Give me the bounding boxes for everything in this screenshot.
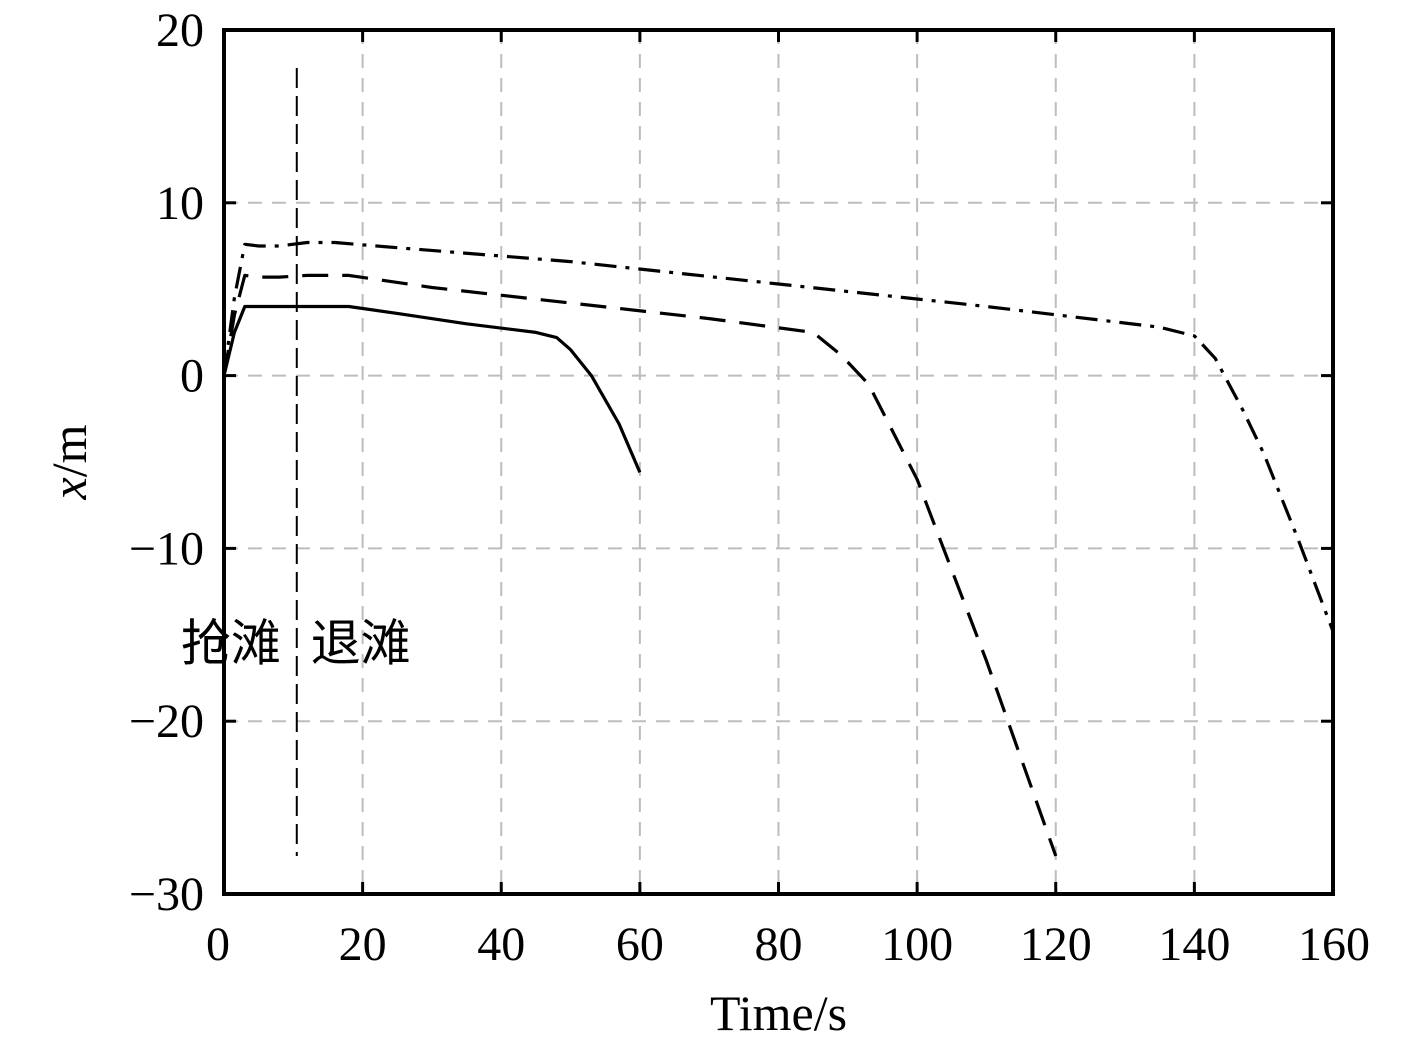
y-tick-label: 10 bbox=[156, 177, 204, 230]
x-axis-title: Time/s bbox=[710, 985, 847, 1039]
series-line-dashdot bbox=[222, 240, 1335, 632]
y-axis-title-unit: /m bbox=[41, 424, 97, 477]
series-line-dashed bbox=[222, 273, 1058, 857]
series-group bbox=[222, 240, 1335, 857]
series-line-solid bbox=[222, 304, 642, 474]
annotations: 抢滩 退滩 bbox=[181, 615, 411, 673]
annotation-label: 退滩 bbox=[311, 615, 411, 673]
y-axis-title: x/m bbox=[41, 424, 97, 500]
x-tick-label: 0 bbox=[206, 918, 230, 971]
x-tick-label: 40 bbox=[477, 918, 525, 971]
y-axis-title-variable: x bbox=[41, 477, 97, 500]
x-tick-label: 160 bbox=[1298, 918, 1370, 971]
x-tick-label: 80 bbox=[755, 918, 803, 971]
x-tick-label: 100 bbox=[881, 918, 953, 971]
y-tick-label: −30 bbox=[129, 868, 204, 921]
x-tick-label: 120 bbox=[1020, 918, 1092, 971]
y-tick-label: 20 bbox=[156, 4, 204, 57]
grid bbox=[224, 30, 1333, 894]
x-tick-labels: 0 20 40 60 80 100 120 140 160 bbox=[206, 918, 1370, 971]
y-tick-label: −10 bbox=[129, 522, 204, 575]
y-tick-label: −20 bbox=[129, 695, 204, 748]
x-tick-label: 60 bbox=[616, 918, 664, 971]
x-tick-label: 140 bbox=[1158, 918, 1230, 971]
y-tick-labels: 20 10 0 −10 −20 −30 bbox=[129, 4, 204, 921]
ticks bbox=[222, 28, 1335, 896]
y-tick-label: 0 bbox=[180, 350, 204, 403]
x-tick-label: 20 bbox=[339, 918, 387, 971]
annotation-label: 抢滩 bbox=[181, 615, 281, 673]
